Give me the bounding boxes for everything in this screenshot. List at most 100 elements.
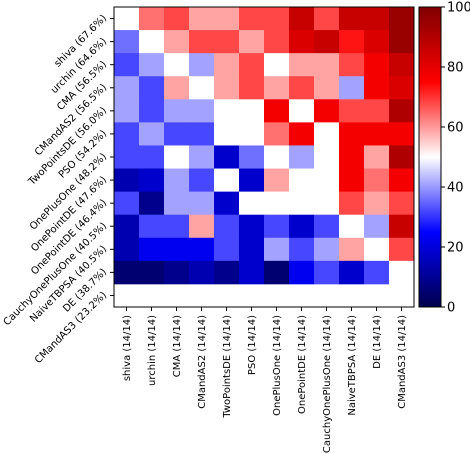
heatmap-cell — [339, 145, 365, 169]
heatmap-cell — [189, 76, 215, 100]
heatmap-cell — [289, 191, 315, 216]
heatmap-cell — [214, 76, 240, 100]
heatmap-cell — [139, 122, 165, 146]
heatmap-cell — [389, 76, 415, 100]
heatmap-cell — [114, 7, 140, 31]
heatmap-cell — [389, 145, 415, 169]
heatmap-cell — [314, 191, 340, 216]
heatmap-cell — [314, 30, 340, 54]
heatmap-cell — [214, 191, 240, 216]
heatmap-cell — [389, 30, 415, 54]
heatmap-cell — [189, 7, 215, 31]
heatmap-cell — [289, 53, 315, 77]
heatmap-cell — [214, 53, 240, 77]
column-label: CauchyOnePlusOne (14/14) — [322, 315, 333, 453]
heatmap-cell — [139, 53, 165, 77]
column-label: DE (14/14) — [372, 315, 383, 369]
heatmap-cell — [139, 191, 165, 216]
heatmap-cell — [164, 122, 190, 146]
heatmap-cell — [314, 145, 340, 169]
heatmap-cell — [139, 7, 165, 31]
heatmap-cell — [239, 122, 265, 146]
heatmap-cell — [214, 214, 240, 239]
heatmap-cell — [114, 53, 140, 77]
heatmap-cell — [114, 191, 140, 216]
heatmap-cell — [364, 237, 390, 262]
heatmap-cell — [264, 122, 290, 146]
heatmap-cell — [389, 7, 415, 31]
heatmap-cell — [389, 237, 415, 262]
heatmap-cell — [364, 53, 390, 77]
heatmap-cell — [314, 7, 340, 31]
heatmap-cell — [364, 145, 390, 169]
heatmap-cell — [289, 237, 315, 262]
heatmap-cell — [389, 122, 415, 146]
heatmap-cell — [314, 53, 340, 77]
heatmap-cell — [364, 168, 390, 193]
heatmap-cell — [214, 7, 240, 31]
heatmap-cell — [189, 145, 215, 169]
column-label: PSO (14/14) — [247, 315, 258, 375]
column-label: OnePlusOne (14/14) — [272, 315, 283, 416]
heatmap-cell — [164, 76, 190, 100]
heatmap-cell — [214, 237, 240, 262]
heatmap-cell — [139, 30, 165, 54]
heatmap-cell — [164, 191, 190, 216]
column-label: CMandAS3 (14/14) — [397, 315, 408, 409]
heatmap-cell — [114, 122, 140, 146]
heatmap-cell — [189, 122, 215, 146]
heatmap-cell — [289, 145, 315, 169]
heatmap-cell — [189, 30, 215, 54]
heatmap-cell — [114, 168, 140, 193]
heatmap-cell — [264, 168, 290, 193]
heatmap-cell — [339, 237, 365, 262]
heatmap-cell — [189, 99, 215, 123]
heatmap-cell — [264, 7, 290, 31]
heatmap-cell — [289, 76, 315, 100]
heatmap-cell — [339, 7, 365, 31]
colorbar-tick-label: 80 — [447, 61, 464, 76]
heatmap-cell — [214, 168, 240, 193]
heatmap-cell — [389, 53, 415, 77]
heatmap-cell — [189, 191, 215, 216]
heatmap-cell — [339, 99, 365, 123]
heatmap-cell — [339, 122, 365, 146]
heatmap-cell — [239, 53, 265, 77]
column-label: urchin (14/14) — [147, 315, 158, 386]
heatmap-cell — [164, 260, 190, 285]
heatmap-cell — [339, 260, 365, 285]
heatmap-cell — [339, 76, 365, 100]
colorbar-tick-label: 100 — [447, 1, 470, 16]
heatmap-cell — [239, 260, 265, 285]
column-label: TwoPointsDE (14/14) — [222, 315, 233, 419]
heatmap-cell — [264, 237, 290, 262]
heatmap-cell — [164, 145, 190, 169]
heatmap-cell — [339, 168, 365, 193]
heatmap-cell — [314, 168, 340, 193]
heatmap-cell — [139, 214, 165, 239]
heatmap-cell — [239, 191, 265, 216]
heatmap-cell — [139, 260, 165, 285]
heatmap-cell — [264, 214, 290, 239]
row-labels: shiva (67.6%)urchin (64.6%)CMA (56.5%)CM… — [2, 13, 114, 366]
heatmap-cell — [389, 168, 415, 193]
heatmap-cell — [314, 237, 340, 262]
heatmap-cell — [364, 30, 390, 54]
heatmap-cell — [264, 99, 290, 123]
heatmap-cell — [164, 237, 190, 262]
heatmap-cell — [164, 99, 190, 123]
heatmap-cell — [114, 214, 140, 239]
heatmap-cell — [289, 168, 315, 193]
heatmap-cell — [214, 122, 240, 146]
heatmap-cell — [114, 76, 140, 100]
column-label: CMA (14/14) — [172, 315, 183, 377]
heatmap-cell — [114, 260, 140, 285]
heatmap-cell — [239, 99, 265, 123]
heatmap-cell — [214, 260, 240, 285]
heatmap-cell — [114, 145, 140, 169]
heatmap-cell — [289, 122, 315, 146]
heatmap-cell — [114, 30, 140, 54]
column-label: CMandAS2 (14/14) — [197, 315, 208, 409]
heatmap-cell — [364, 99, 390, 123]
colorbar-tick-label: 0 — [447, 301, 455, 316]
